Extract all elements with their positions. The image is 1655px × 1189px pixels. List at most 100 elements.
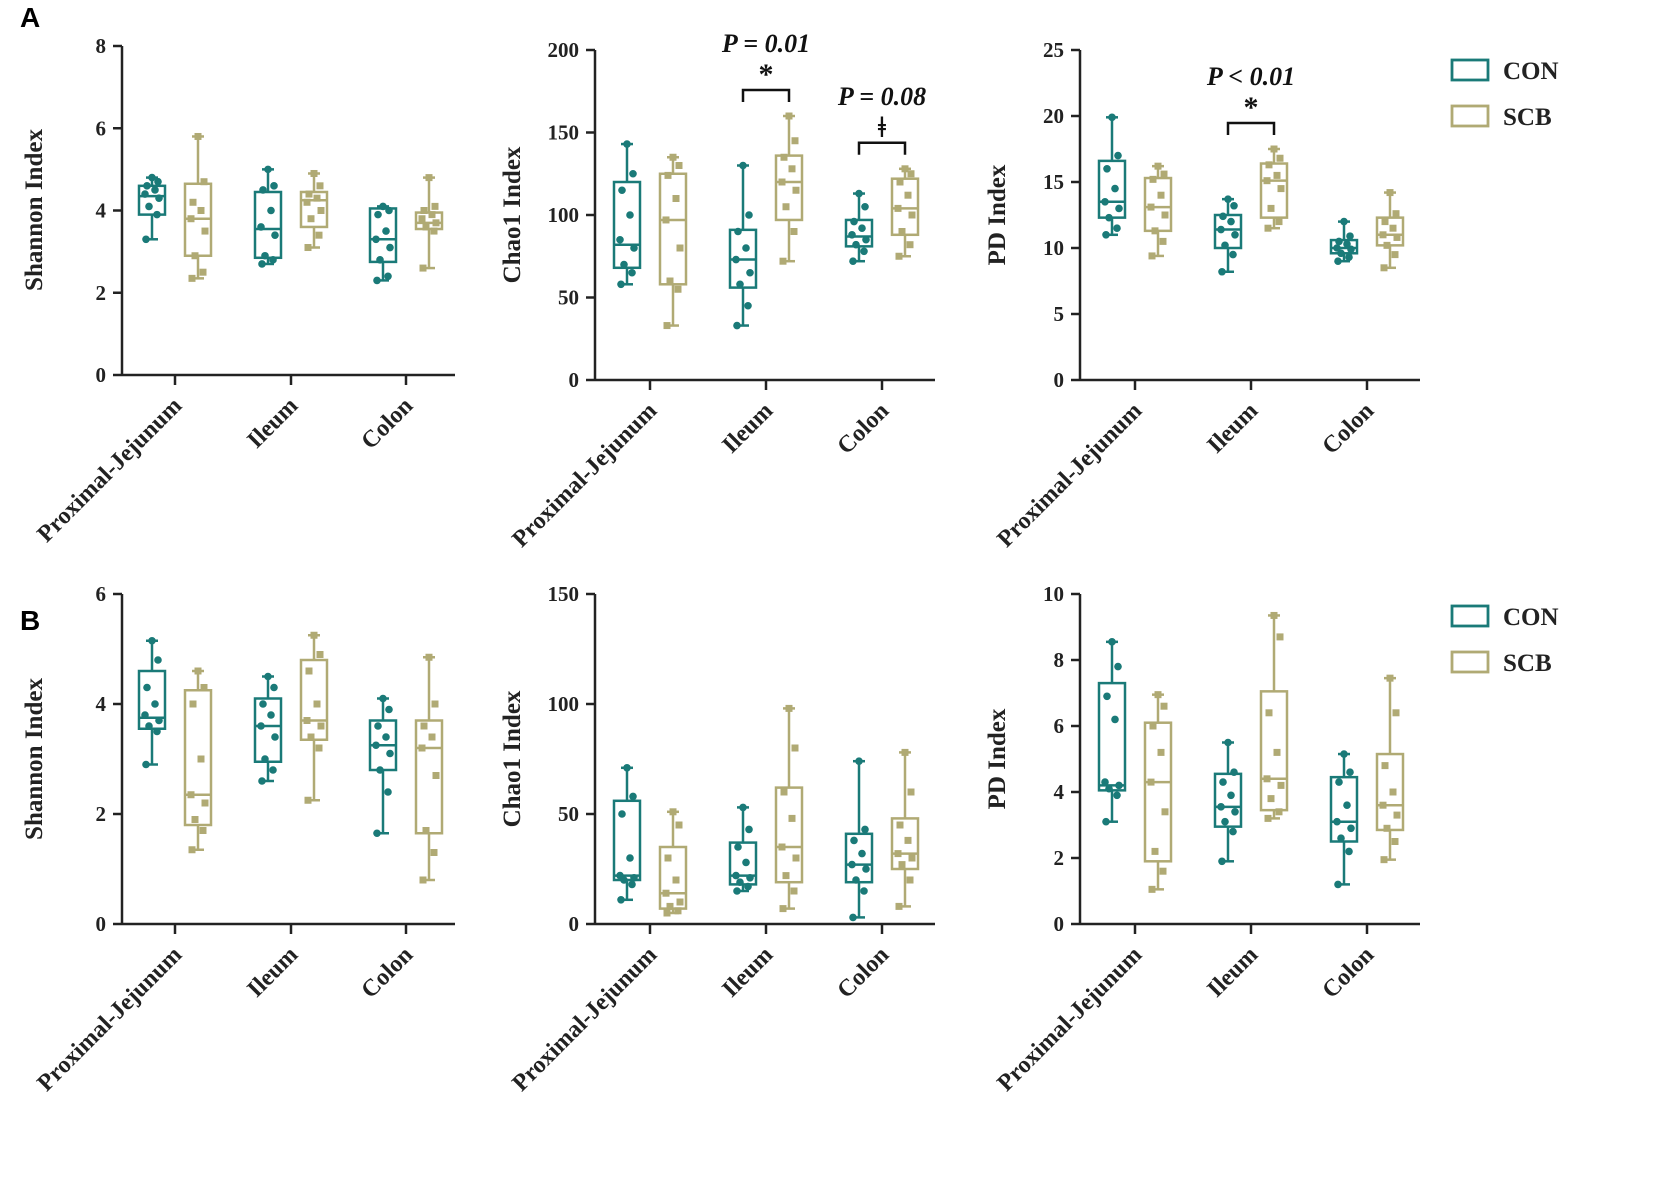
legend-swatch-scb — [1450, 104, 1490, 128]
data-point — [307, 733, 315, 741]
data-point — [1333, 244, 1341, 252]
data-point — [270, 683, 278, 692]
data-point — [199, 827, 207, 834]
legend-label-con: CON — [1503, 604, 1559, 631]
data-point — [1389, 224, 1397, 232]
data-point — [1227, 791, 1235, 800]
data-point — [1379, 801, 1387, 809]
legend-swatch-con — [1450, 58, 1490, 82]
data-point — [305, 190, 313, 198]
data-point — [662, 216, 670, 224]
data-point — [1267, 204, 1275, 212]
data-point — [852, 876, 860, 884]
x-category-label: Colon — [356, 942, 418, 1004]
y-tick-label: 50 — [558, 286, 579, 310]
data-point — [618, 186, 626, 195]
box-iqr — [1259, 690, 1289, 812]
data-point — [264, 672, 272, 681]
data-point — [384, 272, 392, 281]
data-point — [732, 871, 740, 880]
data-point — [862, 235, 870, 244]
data-point — [1270, 611, 1278, 619]
box-scb-ileum — [299, 631, 329, 804]
y-axis-label: PD Index — [984, 164, 1011, 265]
data-point — [739, 161, 747, 170]
data-point — [860, 247, 868, 256]
significance-bracket — [1226, 121, 1276, 135]
data-point — [1393, 811, 1401, 819]
y-tick-label: 150 — [548, 121, 580, 145]
data-point — [733, 887, 741, 895]
data-point — [895, 902, 903, 910]
data-point — [189, 198, 197, 206]
y-axis-label: Chao1 Index — [499, 146, 526, 283]
x-category-label: Ileum — [717, 942, 778, 1003]
data-point — [382, 733, 390, 741]
data-point — [669, 808, 677, 816]
x-category-label: Colon — [832, 942, 894, 1004]
data-point — [733, 321, 741, 330]
y-axis-label: Chao1 Index — [499, 690, 526, 827]
data-point — [1347, 245, 1355, 254]
data-point — [264, 165, 272, 174]
data-point — [1340, 750, 1348, 758]
data-point — [895, 252, 903, 260]
data-point — [1386, 674, 1394, 682]
data-point — [1380, 856, 1388, 864]
box-scb-colon — [890, 165, 920, 260]
x-category-label: Colon — [356, 393, 418, 455]
box-con-proximal-jejunum — [612, 140, 642, 289]
y-tick-label: 0 — [569, 368, 580, 392]
y-tick-label: 0 — [96, 912, 107, 936]
data-point — [855, 757, 863, 765]
data-point — [310, 631, 318, 639]
box-con-colon — [844, 757, 874, 922]
data-point — [422, 223, 430, 231]
y-tick-label: 4 — [1054, 780, 1065, 804]
y-tick-label: 150 — [548, 582, 580, 606]
box-iqr — [368, 207, 398, 264]
data-point — [418, 744, 426, 752]
box-con-colon — [844, 189, 874, 266]
y-tick-label: 0 — [96, 363, 107, 387]
box-scb-colon — [414, 174, 444, 272]
data-point — [201, 799, 209, 807]
box-con-proximal-jejunum — [137, 636, 167, 769]
data-point — [675, 821, 683, 829]
data-point — [790, 228, 798, 235]
y-tick-label: 100 — [548, 692, 580, 716]
data-point — [194, 667, 202, 675]
data-point — [1273, 748, 1281, 756]
data-point — [258, 260, 266, 268]
data-point — [907, 788, 915, 796]
x-category-label: Ileum — [242, 393, 303, 454]
y-tick-label: 25 — [1043, 38, 1064, 62]
box-scb-colon — [890, 748, 920, 910]
data-point — [1160, 170, 1168, 178]
charts-layer: 0 2 4 6 8 Shannon Index Proximal-Jejunum Ileum C… — [21, 29, 1559, 1097]
box-scb-ileum — [1259, 611, 1289, 822]
data-point — [317, 722, 325, 730]
data-point — [1277, 781, 1285, 789]
data-point — [143, 182, 151, 190]
box-iqr — [774, 786, 804, 884]
data-point — [1337, 834, 1345, 842]
box-iqr — [844, 832, 874, 884]
y-tick-label: 2 — [96, 281, 107, 305]
data-point — [788, 814, 796, 822]
box-con-ileum — [253, 165, 283, 268]
data-point — [261, 251, 269, 260]
y-tick-label: 200 — [548, 38, 580, 62]
data-point — [664, 171, 672, 179]
data-point — [1148, 252, 1156, 260]
y-tick-label: 6 — [96, 116, 107, 140]
data-point — [778, 843, 786, 851]
data-point — [373, 276, 381, 285]
data-point — [1345, 253, 1353, 262]
data-point — [1147, 203, 1155, 211]
data-point — [432, 219, 440, 227]
chart-b-pd-index: 0 2 4 6 8 10 PD Index Proximal-Jejunum Ileum Colo… — [984, 582, 1420, 1097]
y-tick-label: 20 — [1043, 104, 1064, 128]
data-point — [258, 777, 266, 785]
data-point — [1343, 240, 1351, 248]
